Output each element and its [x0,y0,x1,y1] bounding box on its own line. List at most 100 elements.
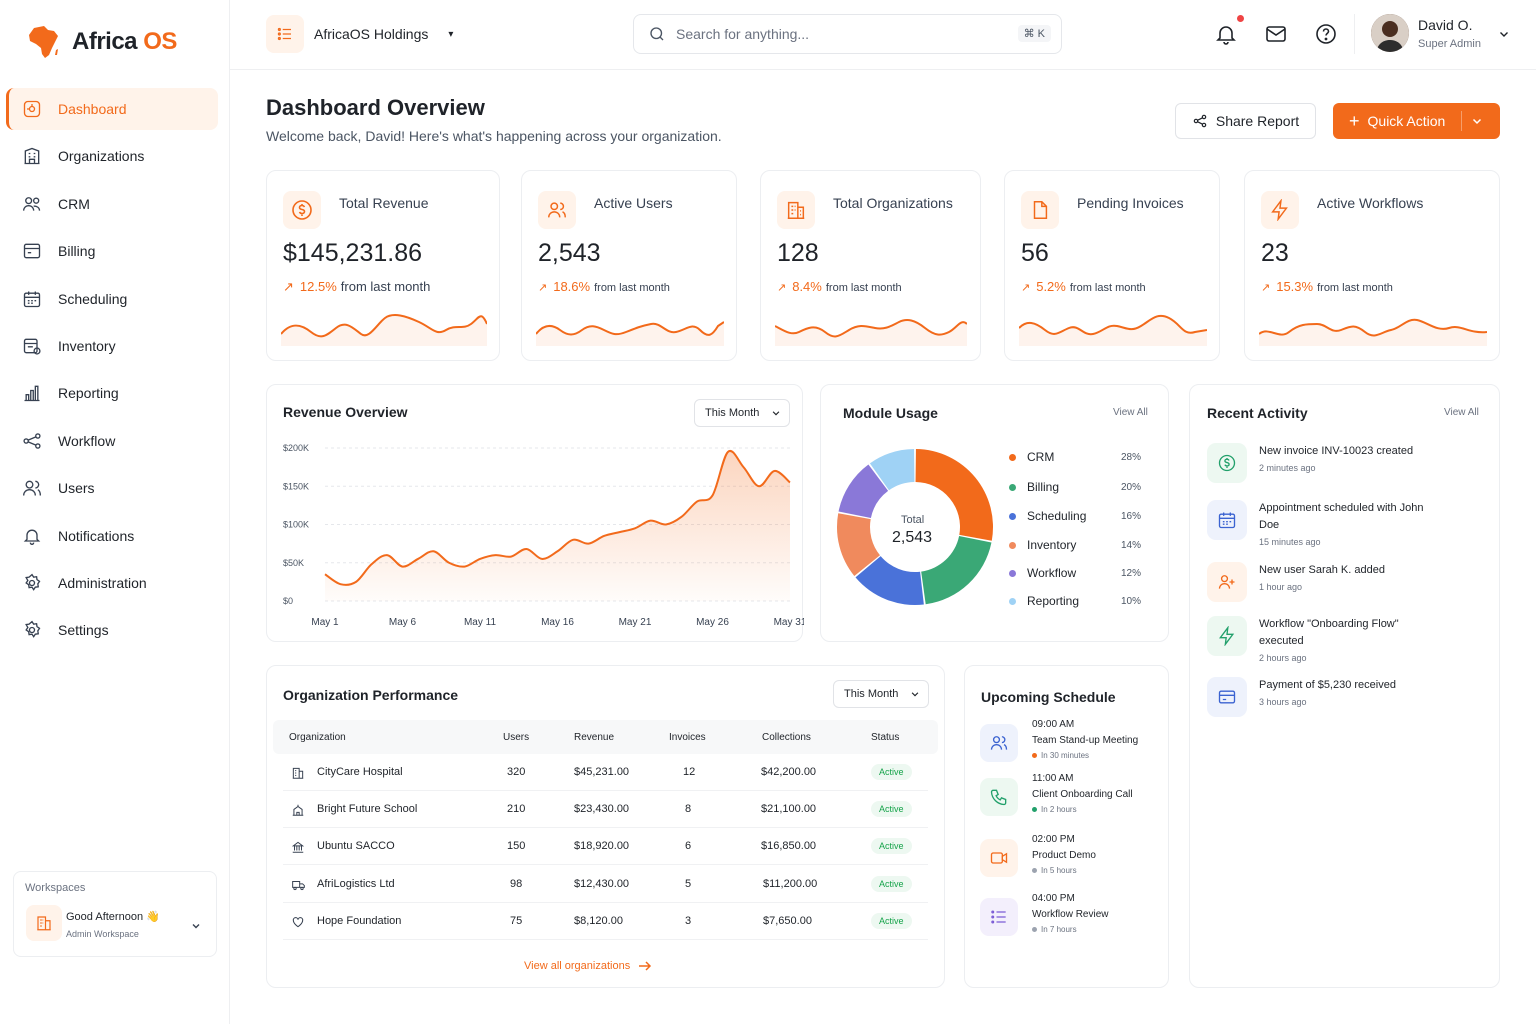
kpi-card-pending-invoices[interactable]: Pending Invoices 56 ↗ 5.2% from last month [1004,170,1220,361]
share-icon [1193,114,1207,128]
y-tick-label: $0 [283,596,293,606]
kpi-value: 56 [1021,239,1049,267]
user-add-icon [1207,562,1247,602]
column-header[interactable]: Users [503,732,530,743]
view-all-link[interactable]: View All [1113,407,1148,418]
activity-text: New user Sarah K. added [1259,564,1385,576]
page-title: Dashboard Overview [266,95,485,120]
avatar[interactable] [1371,14,1409,52]
users-cell: 98 [510,878,523,890]
kpi-card-total-revenue[interactable]: Total Revenue $145,231.86 ↗ 12.5% from las… [266,170,500,361]
x-tick-label: May 31 [774,617,804,628]
building-icon [26,905,62,941]
sidebar-item-inventory[interactable]: Inventory [6,325,218,367]
building-icon [777,191,815,229]
sidebar-item-dashboard[interactable]: Dashboard [6,88,218,130]
column-header[interactable]: Invoices [669,732,706,743]
sidebar-item-settings[interactable]: Settings [6,609,218,651]
legend-percent: 14% [1120,539,1141,551]
status-dot [1032,868,1037,873]
donut-total-value: 2,543 [892,529,933,546]
kpi-change: ↗ 15.3% from last month [1261,279,1393,294]
column-header[interactable]: Revenue [574,732,615,743]
column-header[interactable]: Collections [762,732,811,743]
brand-logo[interactable]: Africa OS [24,22,177,62]
table-row[interactable]: CityCare Hospital 320 $45,231.00 12 $42,… [283,754,928,791]
chevron-down-icon[interactable] [1471,115,1483,127]
workspace-switcher[interactable]: Workspaces Good Afternoon 👋 Admin Worksp… [13,871,217,957]
kpi-card-active-users[interactable]: Active Users 2,543 ↗ 18.6% from last month [521,170,737,361]
share-report-label: Share Report [1215,113,1300,129]
collections-cell: $7,650.00 [763,915,812,927]
schedule-title: Product Demo [1032,850,1096,861]
donut-slice-billing[interactable] [921,535,992,605]
period-select[interactable]: This Month [694,399,790,427]
view-all-link[interactable]: View All [1444,407,1479,418]
activity-text: Workflow "Onboarding Flow" executed [1259,618,1399,647]
trend-up-icon: ↗ [777,282,787,294]
sidebar-item-label: Inventory [58,337,116,354]
sparkline [1259,318,1487,346]
sidebar-item-scheduling[interactable]: Scheduling [6,278,218,320]
kpi-change-pct: 18.6% [553,279,591,294]
sidebar-item-workflow[interactable]: Workflow [6,420,218,462]
kpi-change-suffix: from last month [1317,282,1393,294]
search-input[interactable] [676,26,1006,42]
donut-slice-workflow[interactable] [838,464,889,519]
sparkline [536,321,724,346]
donut-slice-inventory[interactable] [837,513,880,576]
period-select[interactable]: This Month [833,680,929,708]
chevron-down-icon[interactable] [1498,28,1510,40]
donut-slice-reporting[interactable] [869,449,915,491]
kpi-card-total-organizations[interactable]: Total Organizations 128 ↗ 8.4% from last m… [760,170,981,361]
notification-dot [1236,14,1245,23]
legend-swatch [1009,483,1016,491]
sidebar-item-organizations[interactable]: Organizations [6,135,218,177]
help-icon[interactable] [1314,22,1338,46]
donut-slice-scheduling[interactable] [855,556,924,605]
sidebar-item-notifications[interactable]: Notifications [6,515,218,557]
kpi-card-active-workflows[interactable]: Active Workflows 23 ↗ 15.3% from last mont… [1244,170,1500,361]
trend-up-icon: ↗ [1021,282,1031,294]
sidebar-item-label: Scheduling [58,290,128,307]
quick-action-button[interactable]: + Quick Action [1333,103,1500,139]
kpi-change-pct: 12.5% [299,279,337,294]
table-row[interactable]: Ubuntu SACCO 150 $18,920.00 6 $16,850.00… [283,828,928,865]
status-dot [1032,807,1037,812]
lightning-icon [1207,616,1247,656]
kpi-change-suffix: from last month [825,282,902,294]
donut-slice-crm[interactable] [915,449,993,541]
users-cell: 150 [507,840,526,852]
mail-icon[interactable] [1264,22,1288,46]
sparkline [1019,314,1207,346]
workspace-name: Admin Workspace [66,929,139,939]
table-row[interactable]: Hope Foundation 75 $8,120.00 3 $7,650.00… [283,903,928,940]
sidebar-item-billing[interactable]: Billing [6,230,218,272]
share-report-button[interactable]: Share Report [1175,103,1316,139]
sidebar-item-users[interactable]: Users [6,467,218,509]
topbar: AfricaOS Holdings ▾ ⌘ K David O. Super A… [230,0,1536,70]
billing-icon [23,243,41,259]
column-header[interactable]: Organization [289,732,346,743]
sidebar-item-label: Administration [58,574,147,591]
page-subtitle: Welcome back, David! Here's what's happe… [266,128,722,144]
org-name-cell: Bright Future School [317,803,418,815]
schedule-title: Client Onboarding Call [1032,789,1133,800]
sidebar-item-crm[interactable]: CRM [6,183,218,225]
workspace-label: Workspaces [25,882,86,894]
table-row[interactable]: AfriLogistics Ltd 98 $12,430.00 5 $11,20… [283,866,928,903]
bell-icon[interactable] [1214,22,1238,46]
view-all-organizations-link[interactable]: View all organizations [524,960,652,972]
org-switcher[interactable]: AfricaOS Holdings ▾ [266,15,453,53]
table-row[interactable]: Bright Future School 210 $23,430.00 8 $2… [283,791,928,828]
collections-cell: $16,850.00 [761,840,817,852]
legend-item-scheduling: Scheduling 16% [1009,509,1141,523]
schedule-title: Workflow Review [1032,909,1109,920]
search-icon [650,27,664,41]
org-name-cell: Hope Foundation [317,915,402,927]
y-tick-label: $50K [283,558,304,568]
sidebar-item-reporting[interactable]: Reporting [6,372,218,414]
column-header[interactable]: Status [871,732,900,743]
bank-icon [291,841,305,853]
sidebar-item-administration[interactable]: Administration [6,562,218,604]
